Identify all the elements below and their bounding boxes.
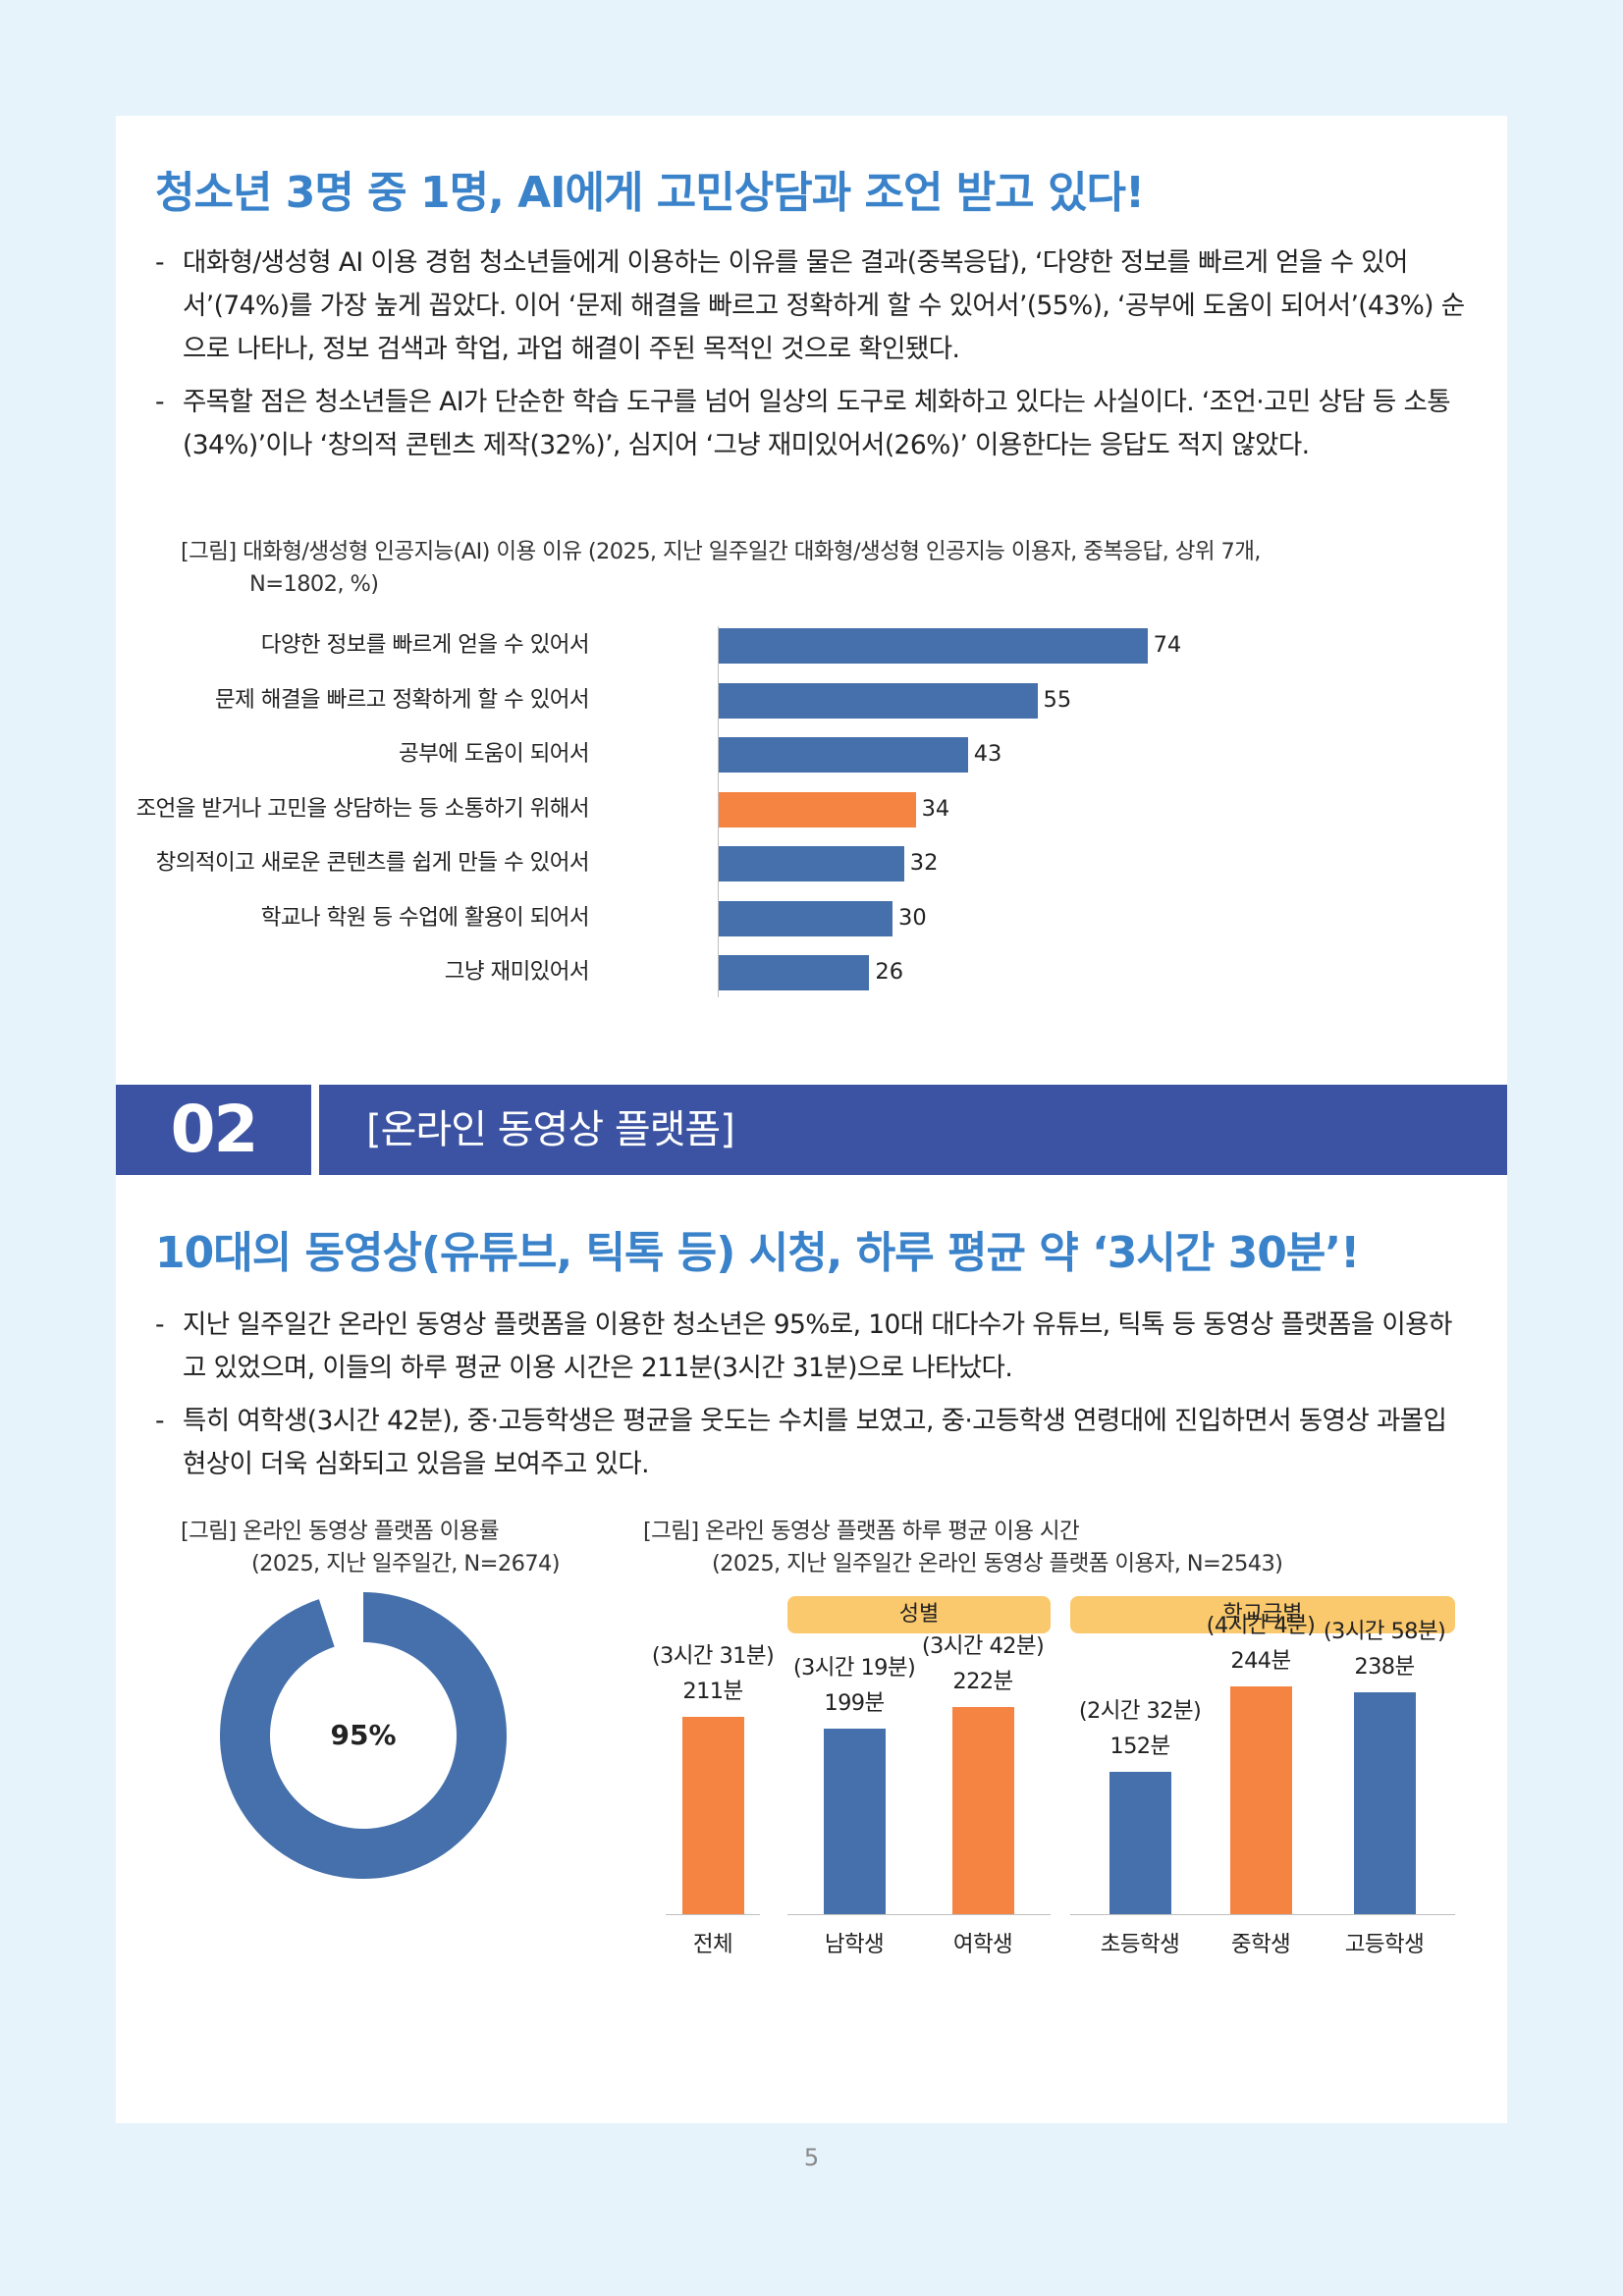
vbar-value-label: 238분 xyxy=(1354,1653,1415,1680)
usage-rate-donut-chart: 95% xyxy=(216,1588,511,1883)
vbar-mark xyxy=(682,1717,744,1914)
vbar-value-label: 199분 xyxy=(824,1689,885,1716)
vbar-category-label: 여학생 xyxy=(952,1932,1013,1957)
vbar-category-label: 초등학생 xyxy=(1100,1932,1180,1957)
hbar-value-label: 26 xyxy=(875,959,904,985)
hbar-category-label: 학교나 학원 등 수업에 활용이 되어서 xyxy=(260,904,590,931)
hbar-category-label: 그냥 재미있어서 xyxy=(444,959,590,985)
vbar-value-label: 152분 xyxy=(1109,1734,1170,1760)
donut-caption: [그림] 온라인 동영상 플랫폼 이용률 (2025, 지난 일주일간, N=2… xyxy=(181,1516,561,1580)
hbar-value-label: 30 xyxy=(898,904,927,931)
hbar-row: 그냥 재미있어서 26 xyxy=(116,945,1507,999)
section2-bullet-1: 지난 일주일간 온라인 동영상 플랫폼을 이용한 청소년은 95%로, 10대 … xyxy=(155,1304,1471,1390)
section1-headline: 청소년 3명 중 1명, AI에게 고민상담과 조언 받고 있다! xyxy=(155,168,1145,218)
hbar-mark xyxy=(719,628,1148,664)
vbar-mark xyxy=(1354,1691,1416,1914)
hbar-row: 학교나 학원 등 수업에 활용이 되어서 30 xyxy=(116,891,1507,945)
hbar-row: 다양한 정보를 빠르게 얻을 수 있어서 74 xyxy=(116,618,1507,672)
hbar-category-label: 조언을 받거나 고민을 상담하는 등 소통하기 위해서 xyxy=(135,795,590,822)
donut-caption-line2: (2025, 지난 일주일간, N=2674) xyxy=(251,1551,561,1576)
hbar-value-label: 74 xyxy=(1153,632,1182,658)
section-band: 02 [온라인 동영상 플랫폼] xyxy=(116,1085,1507,1175)
vbar-value-label: 244분 xyxy=(1230,1648,1291,1674)
donut-caption-line1: [그림] 온라인 동영상 플랫폼 이용률 xyxy=(181,1519,500,1544)
baseline-gender xyxy=(787,1914,1051,1915)
vbar-value-label: 222분 xyxy=(952,1668,1013,1694)
vbar-time-label: (3시간 19분) xyxy=(792,1654,916,1681)
section1-bullet-1: 대화형/생성형 AI 이용 경험 청소년들에게 이용하는 이유를 물은 결과(중… xyxy=(155,241,1471,371)
section-separator xyxy=(311,1085,319,1175)
hbar-value-label: 34 xyxy=(921,795,950,822)
vbar-caption: [그림] 온라인 동영상 플랫폼 하루 평균 이용 시간 (2025, 지난 일… xyxy=(643,1516,1283,1580)
vbar-time-label: (4시간 4분) xyxy=(1206,1613,1316,1638)
vbar-caption-line2: (2025, 지난 일주일간 온라인 동영상 플랫폼 이용자, N=2543) xyxy=(712,1551,1283,1576)
hbar-row: 창의적이고 새로운 콘텐츠를 쉽게 만들 수 있어서 32 xyxy=(116,836,1507,890)
vbar-time-label: (3시간 58분) xyxy=(1323,1618,1446,1644)
donut-svg xyxy=(220,1592,507,1879)
hbar-value-label: 55 xyxy=(1043,686,1072,713)
vbar-time-label: (3시간 31분) xyxy=(651,1643,775,1670)
vbar-value-label: 211분 xyxy=(682,1679,743,1705)
hbar-row: 조언을 받거나 고민을 상담하는 등 소통하기 위해서 34 xyxy=(116,782,1507,836)
baseline-school xyxy=(1070,1914,1455,1915)
vbar-category-label: 전체 xyxy=(692,1932,733,1957)
figure-caption-ai-reasons: [그림] 대화형/생성형 인공지능(AI) 이용 이유 (2025, 지난 일주… xyxy=(181,536,1261,601)
hbar-mark xyxy=(719,900,893,936)
hbar-value-label: 43 xyxy=(973,741,1002,767)
hbar-category-label: 창의적이고 새로운 콘텐츠를 쉽게 만들 수 있어서 xyxy=(155,850,590,876)
hbar-mark xyxy=(719,955,870,990)
vbar-time-label: (2시간 32분) xyxy=(1078,1698,1202,1725)
section2-bullets: 지난 일주일간 온라인 동영상 플랫폼을 이용한 청소년은 95%로, 10대 … xyxy=(155,1304,1471,1496)
report-page: 청소년 3명 중 1명, AI에게 고민상담과 조언 받고 있다! 대화형/생성… xyxy=(116,116,1507,2123)
hbar-row: 문제 해결을 빠르고 정확하게 할 수 있어서 55 xyxy=(116,673,1507,727)
group-pill-school: 학교급별 xyxy=(1070,1596,1455,1633)
vbar-mark xyxy=(1109,1772,1171,1914)
hbar-category-label: 문제 해결을 빠르고 정확하게 할 수 있어서 xyxy=(214,686,590,713)
section-number: 02 xyxy=(170,1092,259,1167)
vbar-mark xyxy=(952,1706,1014,1914)
section1-bullets: 대화형/생성형 AI 이용 경험 청소년들에게 이용하는 이유를 물은 결과(중… xyxy=(155,241,1471,477)
section1-bullet-2: 주목할 점은 청소년들은 AI가 단순한 학습 도구를 넘어 일상의 도구로 체… xyxy=(155,381,1471,467)
hbar-category-label: 다양한 정보를 빠르게 얻을 수 있어서 xyxy=(260,632,590,658)
vbar-category-label: 중학생 xyxy=(1230,1932,1291,1957)
hbar-mark xyxy=(719,791,916,828)
baseline-total xyxy=(666,1914,760,1915)
ai-reasons-axis xyxy=(718,626,719,997)
section2-headline: 10대의 동영상(유튜브, 틱톡 등) 시청, 하루 평균 약 ‘3시간 30분… xyxy=(155,1228,1360,1278)
section2-bullet-2: 특히 여학생(3시간 42분), 중·고등학생은 평균을 웃도는 수치를 보였고… xyxy=(155,1400,1471,1486)
vbar-time-label: (3시간 42분) xyxy=(921,1632,1045,1659)
figure-caption-line2: N=1802, %) xyxy=(249,571,379,597)
figure-caption-line1: [그림] 대화형/생성형 인공지능(AI) 이용 이유 (2025, 지난 일주… xyxy=(181,539,1261,564)
vbar-mark xyxy=(1230,1686,1292,1914)
hbar-row: 공부에 도움이 되어서 43 xyxy=(116,727,1507,781)
group-pill-gender: 성별 xyxy=(787,1596,1051,1633)
hbar-mark xyxy=(719,737,968,773)
donut-center-label: 95% xyxy=(330,1719,397,1751)
page-number: 5 xyxy=(803,2144,820,2171)
hbar-mark xyxy=(719,846,904,881)
donut-slice-used xyxy=(220,1592,507,1879)
hbar-value-label: 32 xyxy=(909,850,939,876)
section-title: [온라인 동영상 플랫폼] xyxy=(366,1107,735,1152)
hbar-mark xyxy=(719,682,1038,719)
vbar-category-label: 남학생 xyxy=(824,1932,885,1957)
vbar-category-label: 고등학생 xyxy=(1344,1932,1425,1957)
vbar-caption-line1: [그림] 온라인 동영상 플랫폼 하루 평균 이용 시간 xyxy=(643,1519,1080,1544)
vbar-mark xyxy=(824,1728,886,1914)
hbar-category-label: 공부에 도움이 되어서 xyxy=(398,741,590,767)
